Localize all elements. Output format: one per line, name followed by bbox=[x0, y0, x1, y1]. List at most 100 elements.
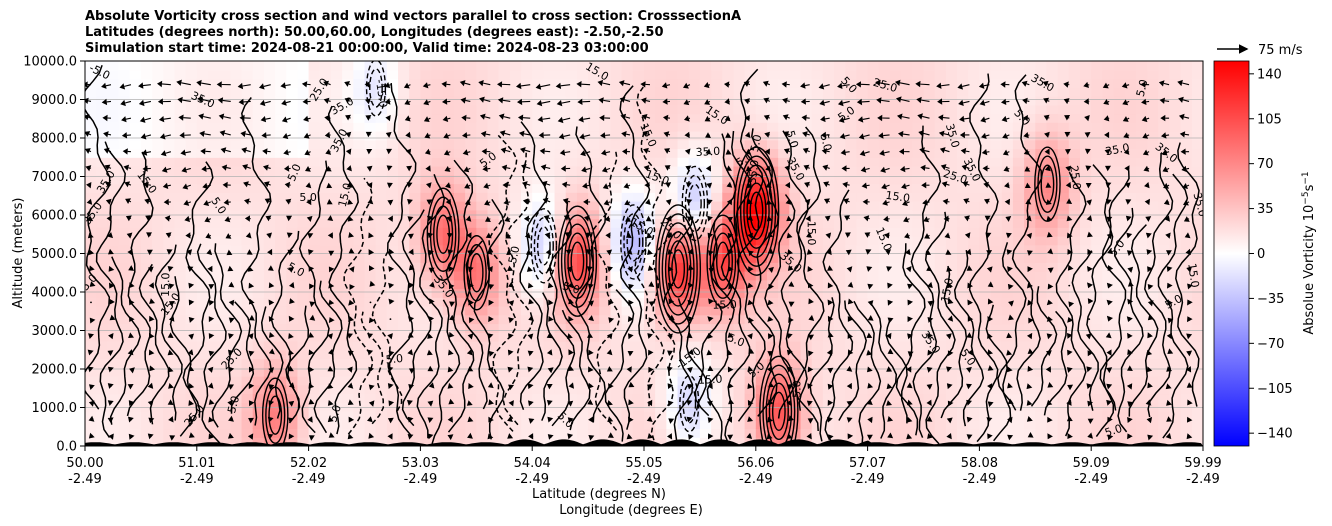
heatmap-cell bbox=[1158, 306, 1171, 316]
heatmap-cell bbox=[532, 148, 544, 158]
heatmap-cell bbox=[554, 78, 567, 88]
heatmap-cell bbox=[174, 209, 187, 220]
heatmap-cell bbox=[688, 437, 701, 446]
heatmap-cell bbox=[901, 341, 913, 351]
heatmap-cell bbox=[241, 157, 254, 167]
heatmap-cell bbox=[945, 262, 958, 272]
heatmap-cell bbox=[979, 157, 992, 167]
heatmap-cell bbox=[409, 271, 421, 281]
heatmap-cell bbox=[789, 69, 802, 80]
heatmap-cell bbox=[1169, 148, 1182, 158]
heatmap-cell bbox=[532, 341, 544, 351]
heatmap-cell bbox=[733, 201, 746, 211]
heatmap-cell bbox=[889, 96, 902, 106]
heatmap-cell bbox=[789, 367, 802, 377]
heatmap-cell bbox=[353, 201, 366, 211]
heatmap-cell bbox=[565, 349, 578, 360]
heatmap-cell bbox=[319, 332, 332, 342]
heatmap-cell bbox=[644, 341, 656, 351]
heatmap-cell bbox=[532, 183, 544, 193]
heatmap-cell bbox=[800, 78, 813, 88]
heatmap-cell bbox=[610, 332, 623, 342]
heatmap-cell bbox=[420, 262, 433, 272]
heatmap-cell bbox=[487, 122, 500, 132]
heatmap-cell bbox=[521, 314, 533, 325]
heatmap-cell bbox=[1135, 341, 1148, 351]
heatmap-cell bbox=[1169, 393, 1182, 403]
heatmap-cell bbox=[834, 157, 846, 167]
heatmap-cell bbox=[375, 96, 388, 106]
heatmap-cell bbox=[252, 96, 265, 106]
heatmap-cell bbox=[330, 279, 343, 290]
heatmap-cell bbox=[1169, 262, 1182, 272]
heatmap-cell bbox=[140, 244, 153, 255]
heatmap-cell bbox=[789, 96, 802, 106]
heatmap-cell bbox=[957, 157, 969, 167]
heatmap-cell bbox=[1057, 428, 1070, 438]
heatmap-cell bbox=[1147, 69, 1159, 80]
heatmap-cell bbox=[118, 393, 131, 403]
heatmap-cell bbox=[755, 192, 768, 202]
heatmap-cell bbox=[565, 218, 578, 228]
heatmap-cell bbox=[1124, 209, 1137, 220]
heatmap-cell bbox=[1180, 201, 1193, 211]
heatmap-cell bbox=[163, 201, 176, 211]
heatmap-cell bbox=[163, 428, 176, 438]
heatmap-cell bbox=[1080, 297, 1092, 307]
heatmap-cell bbox=[431, 104, 444, 115]
heatmap-cell bbox=[766, 122, 779, 132]
heatmap-cell bbox=[912, 244, 925, 255]
heatmap-cell bbox=[163, 236, 176, 246]
heatmap-cell bbox=[420, 358, 433, 368]
heatmap-cell bbox=[889, 157, 902, 167]
contour-line bbox=[327, 105, 359, 435]
heatmap-cell bbox=[1068, 227, 1081, 237]
heatmap-cell bbox=[934, 87, 947, 97]
heatmap-cell bbox=[241, 297, 254, 307]
heatmap-cell bbox=[386, 104, 399, 115]
heatmap-cell bbox=[1024, 367, 1036, 377]
heatmap-cell bbox=[431, 139, 444, 150]
heatmap-cell bbox=[1068, 78, 1081, 88]
heatmap-cell bbox=[923, 236, 936, 246]
heatmap-cell bbox=[342, 201, 354, 211]
heatmap-cell bbox=[655, 183, 667, 193]
heatmap-cell bbox=[465, 393, 477, 403]
heatmap-cell bbox=[1012, 104, 1025, 115]
heatmap-cell bbox=[945, 279, 958, 290]
heatmap-cell bbox=[152, 262, 164, 272]
heatmap-cell bbox=[1080, 78, 1092, 88]
heatmap-cell bbox=[655, 244, 667, 255]
heatmap-cell bbox=[1024, 157, 1036, 167]
heatmap-cell bbox=[286, 244, 299, 255]
heatmap-cell bbox=[610, 376, 623, 386]
heatmap-cell bbox=[733, 61, 746, 71]
heatmap-cell bbox=[621, 437, 634, 446]
heatmap-cell bbox=[1024, 253, 1036, 263]
heatmap-cell bbox=[152, 376, 164, 386]
contour-line bbox=[230, 301, 255, 414]
heatmap-cell bbox=[867, 323, 880, 333]
heatmap-cell bbox=[431, 69, 444, 80]
heatmap-cell bbox=[576, 209, 589, 220]
heatmap-cell bbox=[1012, 236, 1025, 246]
heatmap-cell bbox=[744, 218, 757, 228]
heatmap-cell bbox=[263, 61, 276, 71]
heatmap-cell bbox=[308, 393, 321, 403]
heatmap-cell bbox=[532, 437, 544, 446]
heatmap-cell bbox=[1180, 148, 1193, 158]
heatmap-cell bbox=[822, 419, 835, 430]
heatmap-cell bbox=[420, 376, 433, 386]
heatmap-cell bbox=[889, 122, 902, 132]
heatmap-cell bbox=[1147, 271, 1159, 281]
heatmap-cell bbox=[576, 341, 589, 351]
heatmap-cell bbox=[375, 314, 388, 325]
contour-loop bbox=[681, 165, 709, 242]
heatmap-cell bbox=[990, 402, 1003, 412]
heatmap-cell bbox=[789, 227, 802, 237]
heatmap-cell bbox=[688, 227, 701, 237]
heatmap-cell bbox=[655, 61, 667, 71]
heatmap-cell bbox=[1135, 288, 1148, 298]
heatmap-cell bbox=[532, 428, 544, 438]
heatmap-cell bbox=[532, 131, 544, 141]
